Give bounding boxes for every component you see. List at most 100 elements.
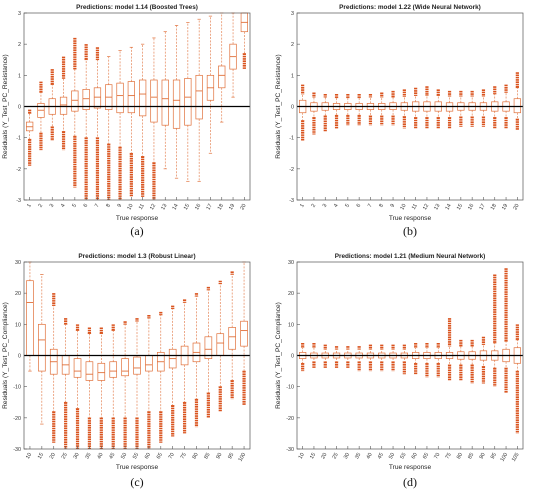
x-tick-label: 85 — [203, 452, 211, 460]
iqr-box — [218, 65, 226, 89]
iqr-box — [85, 361, 94, 381]
box-13 — [434, 89, 442, 129]
box-16 — [468, 90, 476, 127]
box-11 — [412, 87, 420, 129]
box-45 — [109, 324, 118, 449]
box-10 — [400, 89, 408, 129]
x-tick-label: 95 — [227, 452, 235, 460]
x-tick-label: 1 — [299, 203, 306, 209]
panel-b-title: Predictions: model 1.22 (Wide Neural Net… — [339, 4, 481, 11]
x-tick-label: 11 — [138, 203, 146, 211]
x-tick-label: 60 — [411, 452, 419, 460]
y-tick-label: -20 — [13, 416, 21, 422]
x-tick-label: 10 — [25, 452, 33, 460]
box-6 — [355, 94, 363, 126]
x-tick-label: 12 — [149, 203, 157, 211]
plot-frame — [296, 261, 524, 450]
panel-d-caption: (d) — [403, 475, 417, 489]
box-75 — [445, 318, 454, 381]
iqr-box — [73, 358, 82, 378]
box-105 — [513, 324, 521, 434]
x-tick-label: 7 — [94, 203, 101, 209]
x-tick-label: 90 — [478, 452, 486, 460]
y-tick-label: -30 — [286, 447, 294, 453]
x-tick-label: 18 — [217, 203, 225, 211]
box-3 — [48, 69, 56, 141]
box-100 — [502, 268, 510, 393]
x-tick-label: 20 — [320, 452, 328, 460]
iqr-box — [116, 82, 124, 114]
box-9 — [116, 50, 124, 200]
iqr-box — [172, 79, 181, 129]
box-95 — [491, 274, 499, 387]
y-tick-label: 30 — [15, 260, 21, 266]
x-tick-label: 105 — [511, 452, 521, 463]
box-55 — [133, 318, 141, 449]
box-60 — [145, 314, 153, 449]
panel-b: Predictions: model 1.22 (Wide Neural Net… — [275, 4, 524, 238]
box-30 — [73, 324, 82, 449]
box-18 — [491, 86, 499, 129]
box-15 — [184, 22, 192, 182]
panel-a-title: Predictions: model 1.14 (Boosted Trees) — [76, 4, 198, 11]
x-tick-label: 100 — [238, 452, 248, 463]
box-14 — [445, 90, 454, 129]
box-11 — [139, 43, 147, 197]
box-12 — [423, 86, 431, 129]
plot-frame — [296, 12, 524, 201]
panel-a-caption: (a) — [130, 224, 143, 238]
iqr-box — [109, 361, 118, 378]
box-35 — [85, 327, 94, 449]
box-100 — [240, 261, 248, 406]
panel-c: Predictions: model 1.3 (Robust Linear) T… — [2, 253, 251, 489]
box-16 — [195, 18, 203, 182]
x-tick-label: 85 — [467, 452, 475, 460]
x-tick-label: 17 — [205, 203, 213, 211]
box-12 — [150, 37, 158, 200]
y-tick-label: 10 — [288, 322, 294, 328]
box-15 — [38, 274, 46, 425]
box-40 — [366, 344, 375, 372]
box-10 — [127, 46, 135, 197]
box-6 — [82, 44, 90, 200]
x-tick-label: 70 — [433, 452, 441, 460]
x-tick-label: 18 — [490, 203, 498, 211]
iqr-box — [97, 362, 106, 381]
iqr-box — [184, 78, 192, 126]
x-tick-label: 19 — [501, 203, 509, 211]
box-10 — [299, 343, 307, 372]
x-tick-label: 15 — [309, 452, 317, 460]
y-tick-label: -10 — [13, 385, 21, 391]
iqr-box — [204, 336, 213, 359]
x-tick-label: 75 — [180, 452, 188, 460]
x-tick-label: 40 — [96, 452, 104, 460]
x-tick-label: 35 — [84, 452, 92, 460]
x-tick-label: 10 — [399, 203, 407, 211]
box-2 — [310, 92, 318, 135]
box-65 — [423, 343, 431, 378]
x-tick-label: 17 — [478, 203, 486, 211]
x-tick-label: 12 — [422, 203, 430, 211]
x-tick-label: 100 — [500, 452, 510, 463]
y-tick-label: -20 — [286, 416, 294, 422]
iqr-box — [139, 79, 147, 117]
box-7 — [366, 94, 375, 126]
panel-c-ylabel: Residuals (Y_Test_PC_Compliance) — [2, 302, 9, 409]
x-tick-label: 30 — [73, 452, 81, 460]
panel-a-xlabel: True response — [116, 215, 159, 222]
box-20 — [513, 72, 521, 130]
box-4 — [59, 56, 68, 151]
x-tick-label: 8 — [105, 203, 112, 209]
iqr-box — [240, 320, 248, 347]
y-tick-label: 20 — [15, 291, 21, 297]
panel-a-ylabel: Residuals (Y_Test_PC_Resistance) — [2, 54, 9, 158]
x-tick-label: 6 — [83, 203, 90, 209]
y-tick-label: 2 — [18, 42, 21, 48]
box-75 — [180, 299, 189, 434]
box-65 — [156, 311, 165, 443]
x-tick-label: 95 — [490, 452, 498, 460]
x-tick-label: 2 — [37, 203, 44, 209]
box-3 — [321, 94, 329, 132]
x-tick-label: 45 — [108, 452, 116, 460]
